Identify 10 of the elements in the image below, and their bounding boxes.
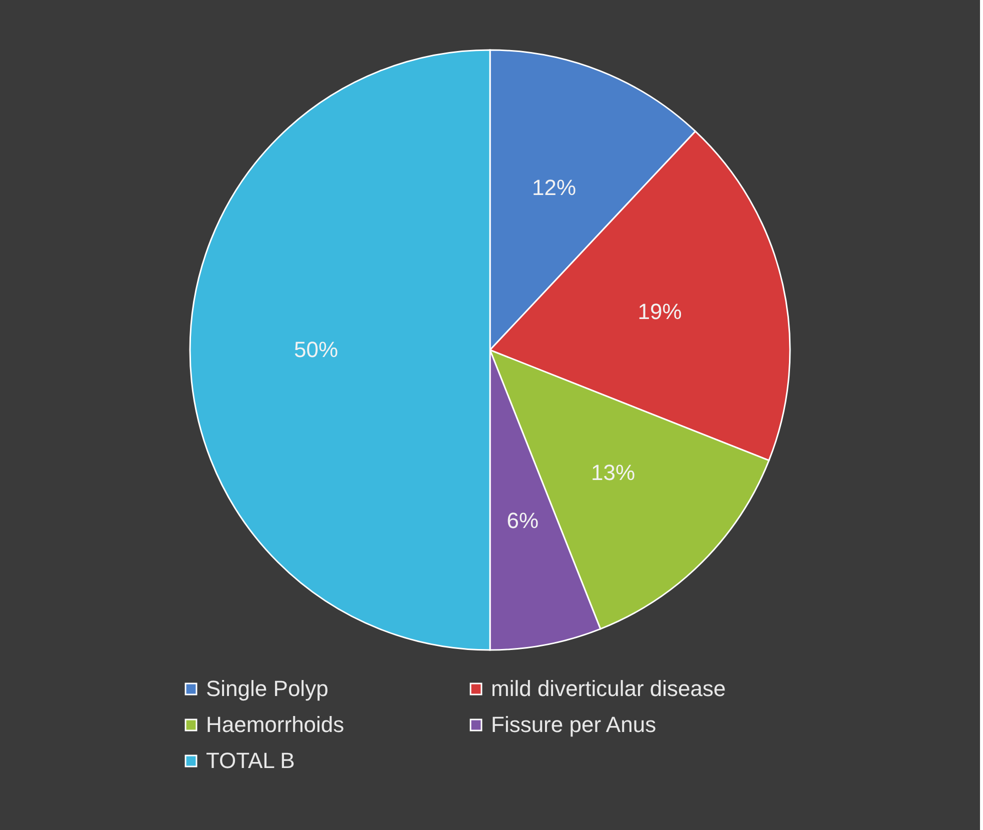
legend-label: TOTAL B <box>206 748 295 773</box>
legend-label: Haemorrhoids <box>206 712 344 737</box>
data-label: 12% <box>532 175 576 200</box>
data-label: 6% <box>506 508 539 533</box>
legend-label: Single Polyp <box>206 676 328 701</box>
legend-label: Fissure per Anus <box>491 712 656 737</box>
data-label: 13% <box>591 460 636 486</box>
data-label: 19% <box>638 299 682 324</box>
data-label: 50% <box>294 337 338 362</box>
legend-label: mild diverticular disease <box>491 676 726 701</box>
